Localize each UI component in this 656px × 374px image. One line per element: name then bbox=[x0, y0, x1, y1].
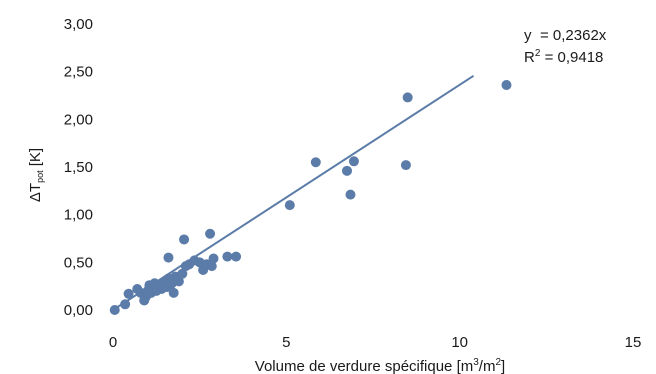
data-point bbox=[402, 92, 413, 103]
y-tick-label: 1,00 bbox=[64, 207, 93, 224]
data-point bbox=[173, 276, 184, 287]
x-axis-title-main: Volume de verdure spécifique [m bbox=[255, 358, 473, 374]
data-point bbox=[206, 261, 217, 272]
x-axis-title: Volume de verdure spécifique [m3/m2] bbox=[255, 357, 505, 374]
y-tick-label: 2,50 bbox=[64, 64, 93, 81]
data-point bbox=[284, 200, 295, 211]
data-point bbox=[120, 299, 131, 310]
y-tick-label: 0,50 bbox=[64, 254, 93, 271]
y-tick-label: 3,00 bbox=[64, 16, 93, 33]
x-tick-label: 0 bbox=[109, 334, 117, 351]
y-axis-title-sub: pot bbox=[35, 170, 45, 183]
data-point bbox=[205, 228, 216, 239]
trendline-equation: y = 0,2362x bbox=[524, 27, 607, 44]
x-axis-title-end: ] bbox=[501, 358, 505, 374]
data-points bbox=[109, 80, 512, 315]
trendline-group bbox=[112, 74, 475, 311]
r2-sup: 2 bbox=[535, 48, 541, 59]
data-point bbox=[231, 251, 242, 262]
equation-rhs: = 0,2362x bbox=[540, 27, 607, 44]
y-tick-label: 0,00 bbox=[64, 302, 93, 319]
r-squared: R2 = 0,9418 bbox=[524, 48, 603, 66]
y-tick-label: 2,00 bbox=[64, 111, 93, 128]
y-tick-label: 1,50 bbox=[64, 159, 93, 176]
data-point bbox=[208, 253, 219, 264]
data-point bbox=[222, 251, 233, 262]
data-point bbox=[123, 288, 134, 299]
x-tick-label: 10 bbox=[451, 334, 468, 351]
x-axis-title-mid: /m bbox=[479, 358, 496, 374]
x-axis-title-sup2: 2 bbox=[495, 357, 501, 368]
data-point bbox=[163, 252, 174, 263]
y-axis-title-main: ΔT bbox=[27, 183, 44, 202]
data-point bbox=[109, 305, 120, 315]
x-axis-title-sup1: 3 bbox=[473, 357, 479, 368]
data-point bbox=[177, 268, 188, 279]
data-point bbox=[342, 165, 352, 176]
y-axis-ticks: 0,00 0,50 1,00 1,50 2,00 2,50 3,00 bbox=[64, 16, 93, 319]
equation-y: y bbox=[524, 27, 532, 44]
data-point bbox=[400, 160, 411, 171]
data-point bbox=[179, 234, 190, 245]
y-axis-title-end: [K] bbox=[27, 148, 44, 171]
data-point bbox=[168, 287, 179, 298]
x-axis-ticks: 0 5 10 15 bbox=[109, 334, 642, 351]
y-axis-title: ΔTpot [K] bbox=[27, 148, 45, 202]
data-point bbox=[501, 80, 512, 91]
x-tick-label: 5 bbox=[282, 334, 290, 351]
r2-value: = 0,9418 bbox=[540, 49, 603, 66]
trendline bbox=[112, 74, 475, 311]
data-point bbox=[348, 156, 359, 167]
data-point bbox=[310, 157, 321, 168]
r2-label: R bbox=[524, 49, 535, 66]
x-tick-label: 15 bbox=[625, 334, 642, 351]
data-point bbox=[345, 189, 356, 200]
